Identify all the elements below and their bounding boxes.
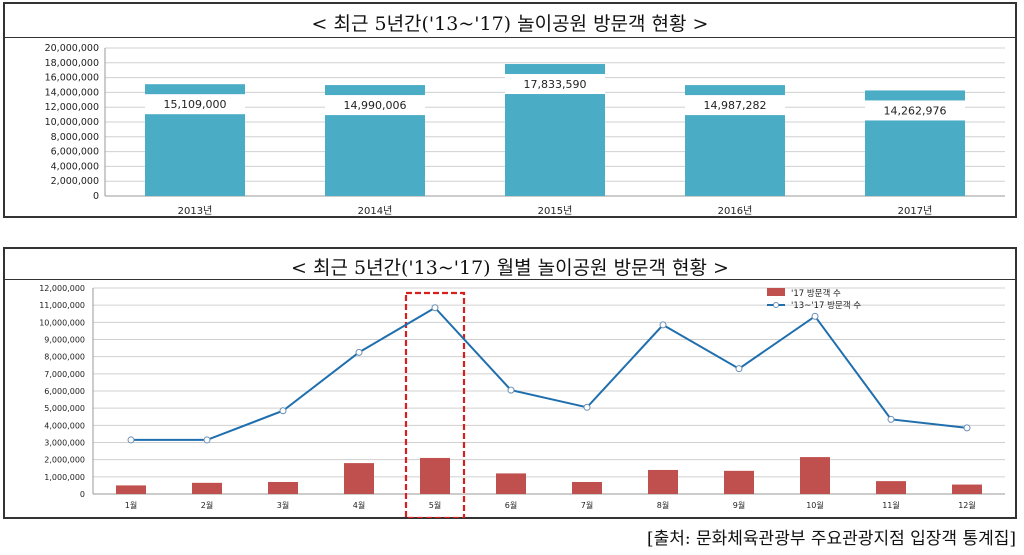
line-point <box>431 304 439 312</box>
line-point <box>355 348 363 356</box>
legend: '17 방문객 수'13~'17 방문객 수 <box>767 288 861 311</box>
y-tick-label: 10,000,000 <box>39 318 85 327</box>
monthly-title-divider <box>5 279 1015 280</box>
bar <box>648 469 678 494</box>
highlight-box <box>404 291 466 518</box>
annual-chart-title: < 최근 5년간('13~'17) 놀이공원 방문객 현황 > <box>311 13 709 35</box>
source-caption: [출처: 문화체육관광부 주요관광지점 입장객 통계집] <box>646 529 1016 549</box>
x-tick-label: 5월 <box>429 500 441 510</box>
x-tick-label: 6월 <box>505 500 517 510</box>
y-tick-label: 1,000,000 <box>44 473 85 482</box>
bar <box>724 470 754 494</box>
x-tick-label: 12월 <box>958 500 976 510</box>
bar <box>572 481 602 494</box>
line-point <box>811 312 819 320</box>
bar <box>192 482 222 494</box>
line-point <box>583 403 591 411</box>
bar <box>876 481 906 494</box>
annual-visitors-chart: 0 2,000,000 4,000,000 6,000,000 8,000,000 10,… <box>45 43 1005 217</box>
x-tick-label: 2014년 <box>358 205 393 217</box>
x-tick-label: 2월 <box>201 500 213 510</box>
legend-label: '13~'17 방문객 수 <box>791 300 861 311</box>
y-tick-label: 12,000,000 <box>45 102 99 113</box>
y-tick-label: 12,000,000 <box>39 284 85 293</box>
y-tick-label: 10,000,000 <box>45 117 99 128</box>
data-label: 14,987,282 <box>704 99 767 112</box>
y-tick-label: 9,000,000 <box>44 336 85 345</box>
annual-title-divider <box>5 37 1015 38</box>
data-label: 14,990,006 <box>344 99 407 112</box>
line-point <box>887 415 895 423</box>
monthly-chart-title: < 최근 5년간('13~'17) 월별 놀이공원 방문객 현황 > <box>291 257 729 279</box>
monthly-chart-panel: < 최근 5년간('13~'17) 월별 놀이공원 방문객 현황 > 0 1,00… <box>3 247 1017 519</box>
bar <box>268 481 298 494</box>
y-tick-label: 5,000,000 <box>44 404 85 413</box>
line-point <box>279 407 287 415</box>
data-label: 14,262,976 <box>884 104 947 117</box>
x-tick-label: 8월 <box>657 500 669 510</box>
x-tick-label: 11월 <box>882 500 900 510</box>
data-label: 15,109,000 <box>164 98 227 111</box>
data-label-box <box>865 100 965 121</box>
series-line <box>131 306 968 441</box>
y-tick-label: 18,000,000 <box>45 58 99 69</box>
x-tick-label: 9월 <box>733 500 745 510</box>
legend-label: '17 방문객 수 <box>791 288 841 299</box>
data-label-box <box>325 95 425 116</box>
bar <box>800 457 830 494</box>
y-tick-label: 6,000,000 <box>44 387 85 396</box>
y-tick-label: 16,000,000 <box>45 73 99 84</box>
x-tick-label: 2017년 <box>898 205 933 217</box>
line-point <box>659 321 667 329</box>
x-tick-label: 2015년 <box>538 205 573 217</box>
y-tick-label: 8,000,000 <box>44 353 85 362</box>
data-label-box <box>685 95 785 116</box>
bar <box>496 473 526 494</box>
y-tick-label: 14,000,000 <box>45 87 99 98</box>
x-tick-label: 4월 <box>353 500 365 510</box>
data-label-box <box>505 74 605 95</box>
data-label-box <box>145 94 245 115</box>
x-tick-label: 10월 <box>806 500 824 510</box>
y-tick-label: 20,000,000 <box>45 43 99 54</box>
x-tick-label: 1월 <box>125 500 137 510</box>
y-tick-label: 0 <box>80 490 85 499</box>
bar <box>344 463 374 494</box>
monthly-visitors-chart: 0 1,000,000 2,000,000 3,000,000 4,000,000 5,0… <box>39 284 1005 518</box>
line-point <box>735 365 743 373</box>
legend-swatch-marker <box>773 302 779 308</box>
y-tick-label: 7,000,000 <box>44 370 85 379</box>
annual-chart-panel: < 최근 5년간('13~'17) 놀이공원 방문객 현황 > 0 2,000,0… <box>3 2 1017 218</box>
bar <box>952 484 982 494</box>
line-point <box>203 436 211 444</box>
line-point <box>127 436 135 444</box>
y-tick-label: 8,000,000 <box>51 132 99 143</box>
x-tick-label: 2013년 <box>178 205 213 217</box>
x-tick-label: 2016년 <box>718 205 753 217</box>
y-tick-label: 11,000,000 <box>39 301 85 310</box>
data-label: 17,833,590 <box>524 78 587 91</box>
line-point <box>507 386 515 394</box>
line-point <box>963 424 971 432</box>
y-tick-label: 2,000,000 <box>44 456 85 465</box>
y-tick-label: 0 <box>93 191 99 202</box>
bar <box>420 457 450 494</box>
bar <box>116 485 146 494</box>
y-tick-label: 4,000,000 <box>51 161 99 172</box>
y-tick-label: 2,000,000 <box>51 176 99 187</box>
x-tick-label: 3월 <box>277 500 289 510</box>
x-tick-label: 7월 <box>581 500 593 510</box>
y-tick-label: 6,000,000 <box>51 147 99 158</box>
y-tick-label: 4,000,000 <box>44 421 85 430</box>
y-tick-label: 3,000,000 <box>44 439 85 448</box>
legend-swatch-bar <box>767 288 785 296</box>
